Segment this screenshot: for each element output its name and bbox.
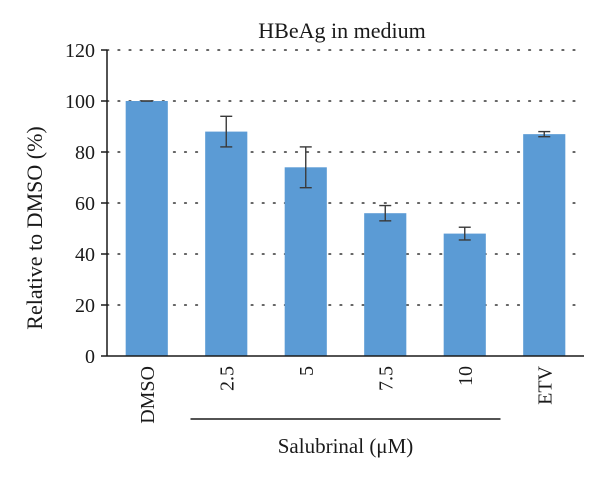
y-tick-label: 120 <box>65 40 95 62</box>
error-bar <box>220 115 233 148</box>
x-tick-label: 2.5 <box>216 366 238 391</box>
y-tick-label: 80 <box>75 142 95 164</box>
error-bars <box>140 100 551 241</box>
x-tick-label: 7.5 <box>375 366 397 391</box>
chart-title: HBeAg in medium <box>258 18 425 43</box>
gridlines <box>106 49 585 306</box>
bar-10 <box>443 233 486 356</box>
bars <box>125 101 566 356</box>
error-bar <box>379 204 392 222</box>
y-axis-label: Relative to DMSO (%) <box>22 126 47 329</box>
x-tick-labels: DMSO 2.5 5 7.5 10 ETV <box>137 365 557 423</box>
bar-5 <box>284 167 327 356</box>
bar-dmso <box>125 101 168 356</box>
error-bar <box>299 146 312 189</box>
group-label: Salubrinal (μM) <box>278 434 414 458</box>
y-tick-label: 0 <box>85 346 95 368</box>
bar-7-5 <box>364 213 407 356</box>
y-tick-label: 100 <box>65 91 95 113</box>
x-tick-label: 5 <box>296 366 318 376</box>
y-tick-label: 60 <box>75 193 95 215</box>
error-bar <box>458 226 471 241</box>
y-tick-label: 20 <box>75 295 95 317</box>
y-tick-labels: 0 20 40 60 80 100 120 <box>65 40 95 368</box>
x-tick-label: ETV <box>534 365 556 404</box>
bar-etv <box>523 134 566 356</box>
x-tick-label: 10 <box>455 366 477 386</box>
y-tick-label: 40 <box>75 244 95 266</box>
axes <box>101 49 584 357</box>
x-tick-label: DMSO <box>137 366 159 424</box>
error-bar <box>538 130 551 138</box>
bar-2-5 <box>205 131 248 356</box>
